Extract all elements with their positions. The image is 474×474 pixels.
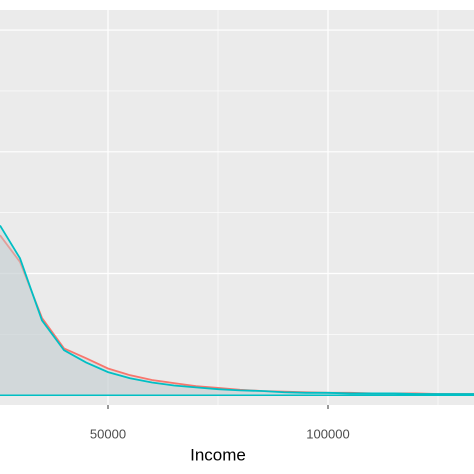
density-line: [0, 224, 474, 395]
x-tick-label: 100000: [306, 426, 349, 441]
panel: [0, 10, 474, 405]
x-tick-label: 50000: [90, 426, 126, 441]
x-axis-title: Income: [190, 445, 246, 464]
density-area: [0, 225, 474, 396]
density-area: [0, 235, 474, 396]
